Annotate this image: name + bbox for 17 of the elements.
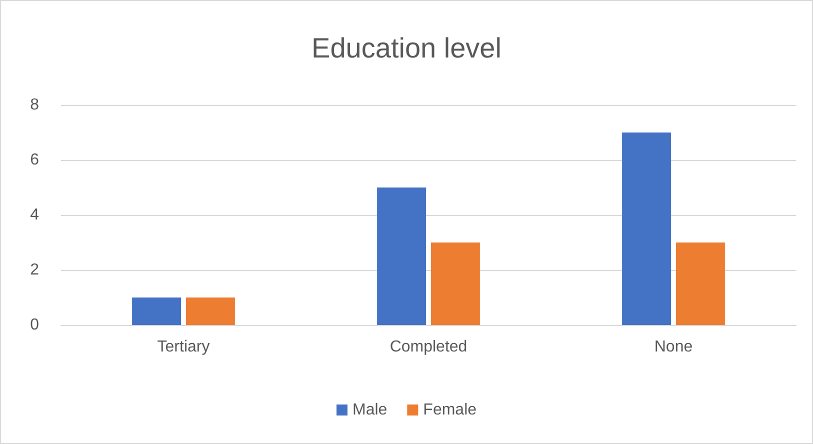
bar [132, 298, 182, 325]
bar [622, 132, 672, 325]
y-tick-label: 8 [30, 96, 40, 114]
y-tick-label: 2 [30, 262, 40, 278]
y-tick-label: 4 [30, 206, 40, 224]
bar [430, 242, 480, 325]
legend-label: Male [352, 402, 388, 418]
x-tick-label: Tertiary [157, 338, 210, 356]
y-tick-label: 6 [30, 152, 40, 168]
bar [676, 242, 725, 325]
x-tick-label: None [654, 338, 693, 356]
bar [186, 298, 235, 325]
x-tick-label: Completed [390, 338, 468, 356]
chart-title: Education level [312, 32, 502, 64]
bar [377, 188, 426, 325]
legend-label: Female [423, 402, 477, 418]
y-tick-label: 0 [30, 316, 40, 334]
